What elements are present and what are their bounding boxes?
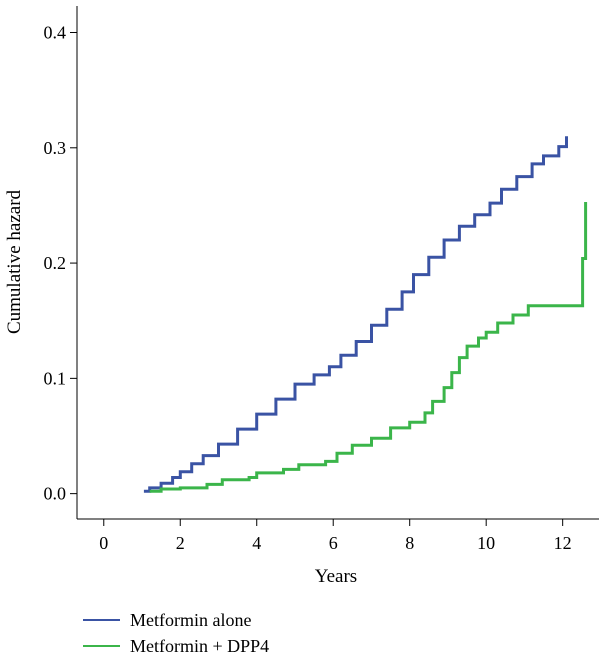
legend: Metformin alone Metformin + DPP4 bbox=[83, 610, 269, 656]
x-tick-label: 10 bbox=[477, 533, 495, 553]
x-axis-ticks: 0 2 4 6 8 10 12 bbox=[99, 519, 572, 553]
series-line-1 bbox=[149, 202, 588, 493]
y-tick-label: 0.3 bbox=[44, 138, 67, 158]
y-axis-title: Cumulative hazard bbox=[4, 189, 25, 334]
y-tick-label: 0.0 bbox=[44, 484, 67, 504]
x-axis-title: Years bbox=[315, 566, 357, 587]
x-tick-label: 6 bbox=[329, 533, 338, 553]
x-tick-label: 2 bbox=[176, 533, 185, 553]
x-tick-label: 12 bbox=[554, 533, 572, 553]
series-layer bbox=[143, 136, 588, 493]
legend-label-metformin-alone: Metformin alone bbox=[130, 610, 251, 630]
y-tick-label: 0.1 bbox=[44, 368, 67, 388]
y-tick-label: 0.2 bbox=[44, 253, 67, 273]
legend-label-metformin-dpp4: Metformin + DPP4 bbox=[130, 636, 269, 656]
x-tick-label: 4 bbox=[252, 533, 261, 553]
y-axis-ticks: 0.0 0.1 0.2 0.3 0.4 bbox=[44, 23, 77, 504]
series-line-0 bbox=[143, 136, 568, 493]
y-tick-label: 0.4 bbox=[44, 23, 67, 43]
x-tick-label: 0 bbox=[99, 533, 108, 553]
x-tick-label: 8 bbox=[405, 533, 414, 553]
